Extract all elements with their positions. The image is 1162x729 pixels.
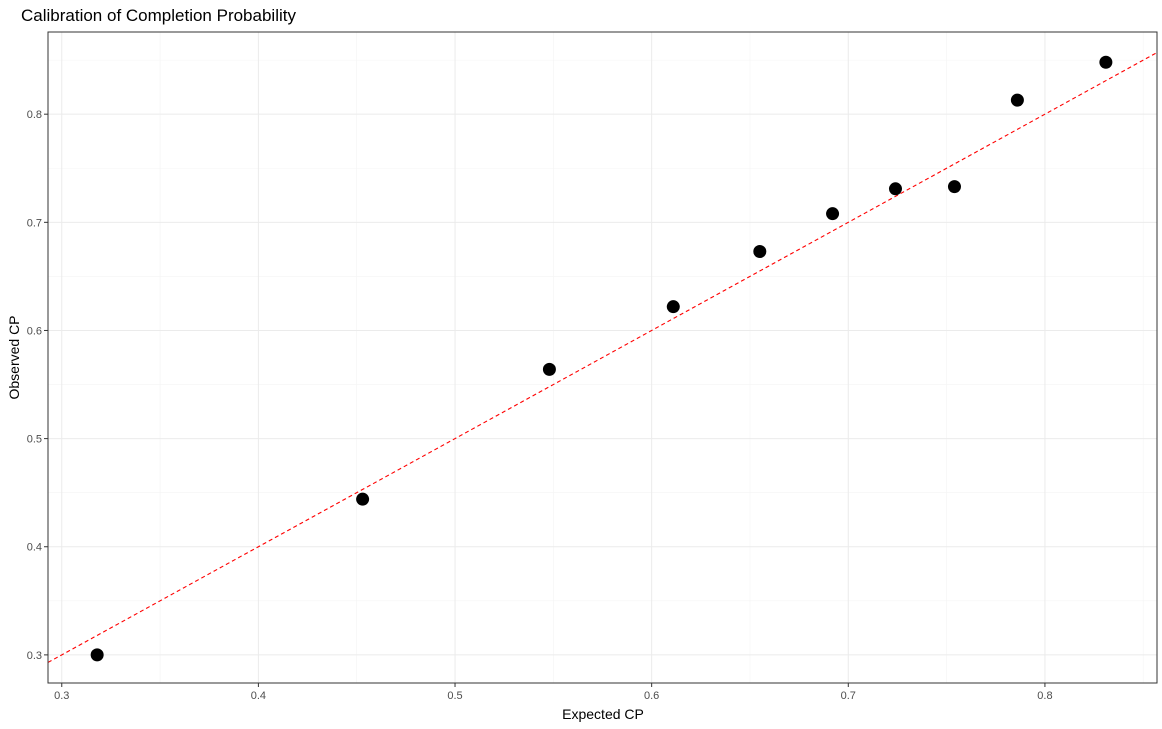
- x-tick-label: 0.3: [54, 690, 69, 702]
- data-point-2: [356, 492, 370, 506]
- data-points: [90, 55, 1113, 662]
- y-tick-label: 0.4: [27, 542, 42, 554]
- y-tick-label: 0.5: [27, 434, 42, 446]
- y-tick-label: 0.7: [27, 217, 42, 229]
- grid-lines: [48, 32, 1157, 683]
- data-point-6: [826, 207, 840, 221]
- x-tick-label: 0.5: [447, 690, 462, 702]
- y-axis-ticks: 0.3 0.4 0.5 0.6 0.7 0.8: [27, 109, 48, 662]
- y-axis-title: Observed CP: [6, 315, 22, 399]
- x-axis-title: Expected CP: [562, 706, 644, 722]
- x-tick-label: 0.6: [644, 690, 659, 702]
- data-point-4: [666, 300, 680, 314]
- data-point-9: [1010, 93, 1024, 107]
- x-tick-label: 0.7: [841, 690, 856, 702]
- x-axis-ticks: 0.3 0.4 0.5 0.6 0.7 0.8: [54, 683, 1053, 702]
- y-tick-label: 0.3: [27, 650, 42, 662]
- chart-title: Calibration of Completion Probability: [21, 6, 296, 25]
- x-tick-label: 0.4: [251, 690, 266, 702]
- panel-border: [47, 31, 1158, 684]
- reference-line-group: [47, 52, 1158, 663]
- y-tick-label: 0.6: [27, 325, 42, 337]
- data-point-3: [542, 362, 556, 376]
- x-tick-label: 0.8: [1037, 690, 1052, 702]
- data-point-1: [90, 648, 104, 662]
- y-tick-label: 0.8: [27, 109, 42, 121]
- data-point-5: [753, 245, 767, 259]
- data-point-7: [888, 182, 902, 196]
- data-point-8: [947, 180, 961, 194]
- reference-line: [47, 52, 1158, 663]
- data-point-10: [1099, 55, 1113, 69]
